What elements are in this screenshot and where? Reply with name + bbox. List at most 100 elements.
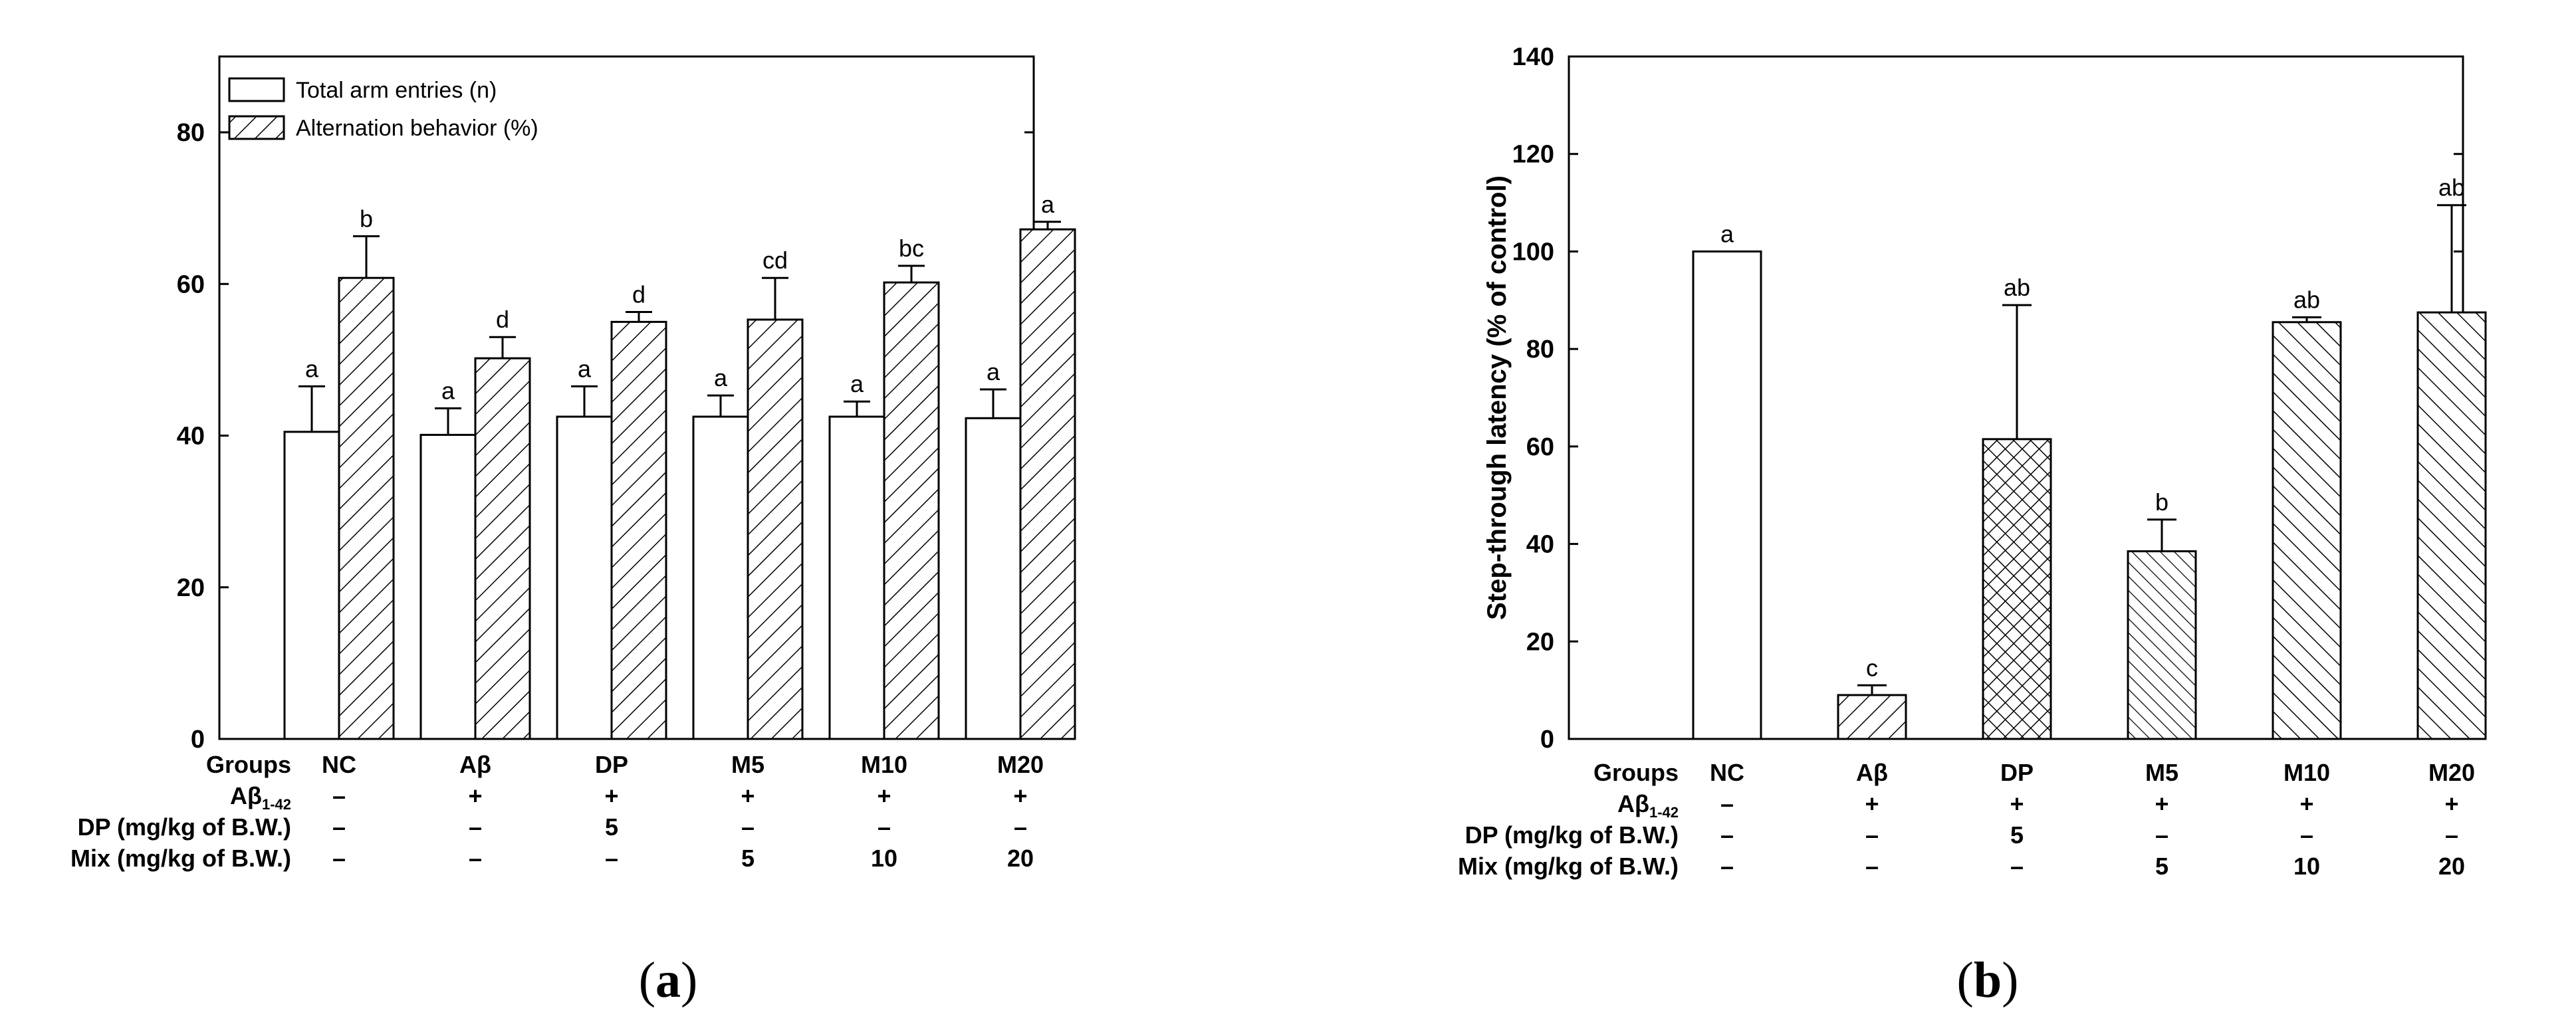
a-table-row-label: Mix (mg/kg of B.W.) — [70, 845, 291, 872]
b-table-cell: 20 — [2438, 853, 2465, 880]
a-bar-total-arm-entries — [965, 417, 1022, 740]
a-y-tick-label: 60 — [177, 270, 205, 298]
a-bar-total-arm-entries — [556, 415, 613, 740]
a-table-cell: – — [605, 845, 618, 872]
a-bar-alternation-behavior — [338, 276, 395, 740]
b-y-tick-label: 60 — [1526, 433, 1554, 461]
b-table-cell: – — [2155, 821, 2168, 849]
b-table-cell: + — [2299, 790, 2313, 817]
b-significance-letter: ab — [2004, 274, 2030, 301]
a-y-tick-label: 0 — [191, 726, 205, 754]
b-bar — [1837, 694, 1907, 740]
b-table-cell: – — [1865, 821, 1879, 849]
a-table-cell: 20 — [1007, 845, 1034, 872]
a-table-cell: Aβ — [459, 751, 491, 778]
a-table-cell: – — [469, 845, 482, 872]
b-table-cell: + — [2155, 790, 2168, 817]
panel-a-chart: 0 20 40 60 80 a b a d a d a cd a bc a a Total arm entries… — [70, 55, 1076, 872]
a-table-cell: 10 — [871, 845, 897, 872]
b-significance-letter: b — [2155, 488, 2168, 516]
b-y-tick-label: 140 — [1512, 43, 1554, 71]
a-bar-alternation-behavior — [610, 320, 667, 740]
a-significance-letter: a — [987, 358, 1000, 385]
b-table-cell: 10 — [2293, 853, 2320, 880]
a-table-cell: – — [332, 845, 346, 872]
b-table-cell: – — [1720, 853, 1734, 880]
b-table-cell: M5 — [2145, 759, 2178, 786]
b-table-cell: – — [1720, 821, 1734, 849]
b-table-cell: – — [2445, 821, 2458, 849]
a-bar-alternation-behavior — [883, 281, 940, 740]
a-table-cell: M5 — [731, 751, 764, 778]
a-bar-total-arm-entries — [828, 415, 885, 740]
b-table-cell: + — [1865, 790, 1879, 817]
a-significance-letter: a — [305, 355, 319, 382]
b-table-cell: 5 — [2155, 853, 2168, 880]
a-significance-letter: a — [850, 370, 864, 397]
b-table-cell: – — [2300, 821, 2313, 849]
a-significance-letter: cd — [762, 247, 788, 274]
a-legend-swatch — [228, 77, 285, 102]
b-significance-letter: a — [1720, 220, 1734, 247]
b-bar — [1982, 438, 2052, 740]
a-significance-letter: a — [578, 355, 592, 382]
b-table-cell: 5 — [2010, 821, 2024, 849]
panel-a-label: (a) — [639, 952, 698, 1008]
a-bar-alternation-behavior — [1019, 228, 1076, 740]
b-table-cell: DP — [2000, 759, 2034, 786]
b-bar — [2416, 311, 2487, 740]
a-significance-letter: bc — [899, 235, 924, 262]
a-y-tick-label: 40 — [177, 423, 205, 451]
a-y-tick-label: 20 — [177, 574, 205, 602]
a-table-cell: – — [332, 782, 346, 809]
a-table-cell: – — [469, 813, 482, 841]
a-table-cell: NC — [322, 751, 356, 778]
b-bar — [1692, 250, 1762, 740]
a-table-row-label: DP (mg/kg of B.W.) — [78, 813, 291, 841]
a-table-row-label: Aβ1-42 — [230, 782, 291, 813]
b-table-cell: + — [2444, 790, 2458, 817]
a-table-cell: + — [604, 782, 618, 809]
b-bar — [2127, 550, 2197, 740]
b-table-cell: – — [2010, 853, 2024, 880]
a-table-cell: M20 — [997, 751, 1044, 778]
a-table-cell: + — [468, 782, 482, 809]
b-table-cell: Aβ — [1856, 759, 1888, 786]
a-significance-letter: a — [714, 364, 728, 391]
a-significance-letter: d — [632, 281, 645, 308]
b-table-cell: – — [1720, 790, 1734, 817]
b-y-tick-label: 120 — [1512, 141, 1554, 169]
b-y-axis-label: Step-through latency (% of control) — [1482, 175, 1512, 620]
b-bar — [2272, 321, 2342, 740]
b-table-cell: – — [1865, 853, 1879, 880]
a-table-cell: 5 — [741, 845, 755, 872]
panel-b-chart: 0 20 40 60 80 100 120 140 a c ab b ab ab Step-through … — [1458, 43, 2487, 880]
b-table-cell: M10 — [2283, 759, 2330, 786]
a-table-row-label: Groups — [206, 751, 291, 778]
a-table-cell: DP — [595, 751, 628, 778]
b-significance-letter: ab — [2293, 286, 2320, 313]
b-y-tick-label: 80 — [1526, 336, 1554, 363]
b-y-tick-label: 20 — [1526, 628, 1554, 656]
b-table-row-label: Mix (mg/kg of B.W.) — [1458, 853, 1679, 880]
b-significance-letter: ab — [2438, 174, 2465, 201]
b-table-row-label: DP (mg/kg of B.W.) — [1465, 821, 1679, 849]
a-significance-letter: a — [441, 377, 455, 404]
a-bar-alternation-behavior — [474, 357, 531, 740]
a-significance-letter: d — [496, 306, 509, 333]
a-table-cell: + — [1013, 782, 1027, 809]
a-legend-label: Alternation behavior (%) — [296, 116, 538, 141]
b-significance-letter: c — [1866, 654, 1878, 681]
b-table-cell: M20 — [2428, 759, 2475, 786]
a-table-cell: – — [741, 813, 755, 841]
a-bar-total-arm-entries — [692, 415, 749, 740]
b-table-row-label: Groups — [1593, 759, 1679, 786]
panel-b-label: (b) — [1957, 952, 2019, 1008]
b-table-cell: + — [2010, 790, 2024, 817]
b-y-tick-label: 0 — [1540, 726, 1554, 754]
a-table-cell: 5 — [605, 813, 618, 841]
a-table-cell: – — [1014, 813, 1027, 841]
a-table-cell: – — [878, 813, 891, 841]
a-significance-letter: b — [360, 205, 373, 232]
